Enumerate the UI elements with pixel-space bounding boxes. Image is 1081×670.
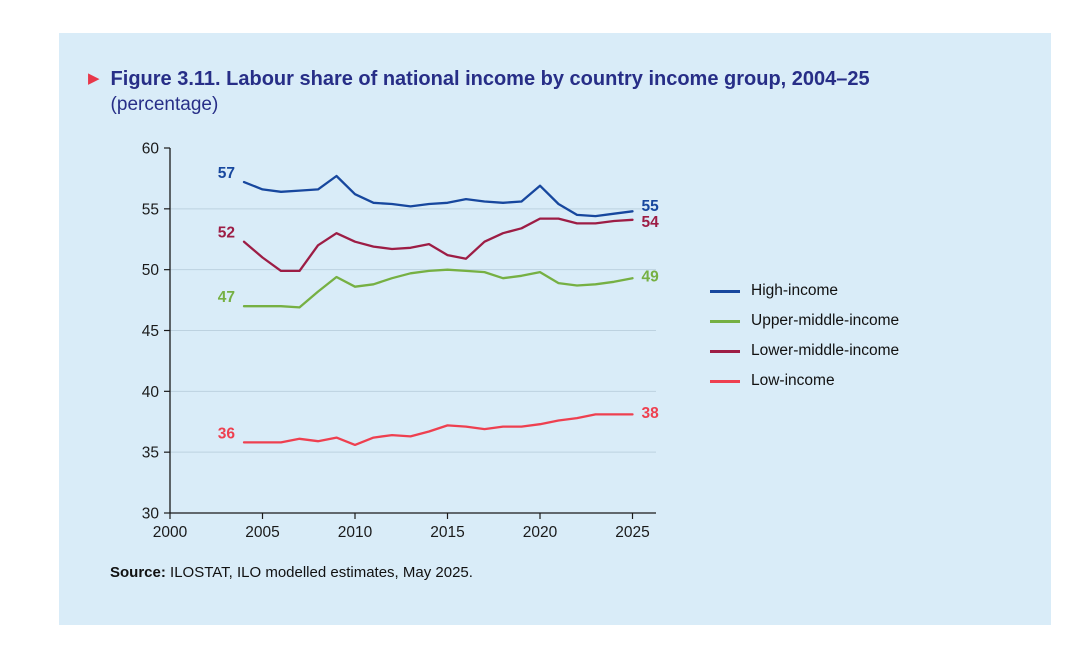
y-tick-label: 50 bbox=[142, 262, 160, 279]
y-tick-label: 60 bbox=[142, 141, 160, 158]
x-tick-label: 2020 bbox=[523, 524, 558, 541]
source-note: Source: ILOSTAT, ILO modelled estimates,… bbox=[110, 564, 473, 581]
figure-panel: ▶ Figure 3.11. Labour share of national … bbox=[59, 33, 1051, 625]
legend-item: Upper-middle-income bbox=[710, 306, 899, 336]
series-end-label: 49 bbox=[642, 269, 660, 286]
figure-title-block: Figure 3.11. Labour share of national in… bbox=[111, 66, 870, 118]
y-tick-label: 40 bbox=[142, 384, 160, 401]
y-tick-label: 35 bbox=[142, 445, 159, 462]
legend-line-swatch bbox=[710, 289, 740, 293]
series-start-label: 47 bbox=[218, 289, 235, 306]
x-tick-label: 2000 bbox=[153, 524, 188, 541]
y-tick-label: 30 bbox=[142, 506, 160, 523]
source-text: ILOSTAT, ILO modelled estimates, May 202… bbox=[165, 564, 473, 581]
chart-svg: 30 35 40 45 50 55 60 2000 2005 2010 2015 2020 2025 57… bbox=[142, 141, 660, 542]
legend-label: Lower-middle-income bbox=[751, 342, 900, 359]
series-end-label: 54 bbox=[642, 214, 660, 231]
legend-item: Lower-middle-income bbox=[710, 336, 899, 366]
x-tick-label: 2015 bbox=[430, 524, 464, 541]
chart-legend: High-income Upper-middle-income Lower-midd… bbox=[710, 276, 899, 396]
series-line bbox=[242, 217, 634, 273]
series-start-label: 57 bbox=[218, 165, 235, 182]
legend-label: Upper-middle-income bbox=[751, 312, 900, 329]
red-triangle-icon: ▶ bbox=[88, 70, 100, 87]
y-tick-label: 45 bbox=[142, 323, 159, 340]
legend-label: Low-income bbox=[751, 372, 835, 389]
x-tick-label: 2010 bbox=[338, 524, 373, 541]
series-start-label: 36 bbox=[218, 425, 236, 442]
figure-title: Figure 3.11. Labour share of national in… bbox=[110, 68, 870, 90]
legend-item: Low-income bbox=[710, 366, 899, 396]
series-line bbox=[242, 174, 634, 218]
series-end-label: 55 bbox=[642, 198, 660, 215]
series-line bbox=[242, 268, 634, 309]
series-start-label: 52 bbox=[218, 225, 235, 242]
legend-item: High-income bbox=[710, 276, 899, 306]
legend-line-swatch bbox=[710, 379, 740, 383]
y-tick-label: 55 bbox=[142, 201, 159, 218]
x-tick-label: 2025 bbox=[615, 524, 649, 541]
legend-label: High-income bbox=[751, 282, 839, 299]
legend-line-swatch bbox=[710, 349, 740, 353]
series-end-label: 38 bbox=[642, 405, 660, 422]
legend-line-swatch bbox=[710, 319, 740, 323]
source-label: Source: bbox=[110, 564, 166, 581]
x-tick-label: 2005 bbox=[245, 524, 279, 541]
series-line bbox=[242, 413, 634, 447]
figure-header: ▶ Figure 3.11. Labour share of national … bbox=[88, 66, 1018, 118]
figure-subtitle: (percentage) bbox=[110, 94, 219, 115]
